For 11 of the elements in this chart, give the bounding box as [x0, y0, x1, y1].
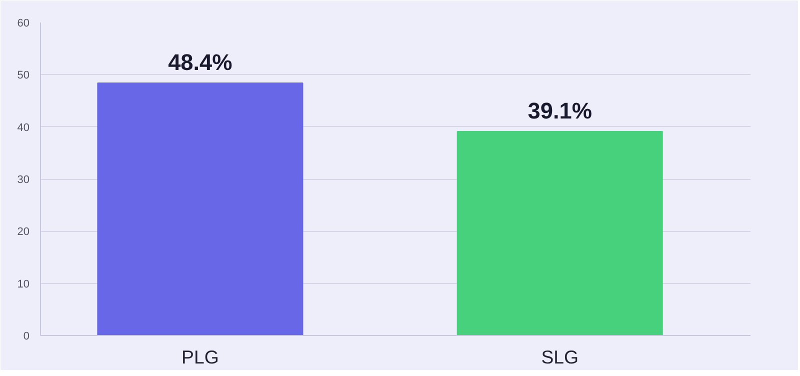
y-tick-label: 10: [17, 278, 30, 290]
x-tick-label: PLG: [182, 346, 219, 368]
data-label: 48.4%: [168, 49, 232, 76]
y-tick-label: 40: [17, 122, 30, 134]
x-tick-label: SLG: [541, 346, 579, 368]
data-label: 39.1%: [528, 98, 592, 124]
y-tick-label: 60: [17, 18, 30, 30]
y-tick-label: 50: [17, 70, 30, 82]
y-tick-label: 20: [17, 226, 30, 238]
y-tick-label: 30: [17, 174, 30, 186]
y-tick-label: 0: [23, 330, 30, 342]
